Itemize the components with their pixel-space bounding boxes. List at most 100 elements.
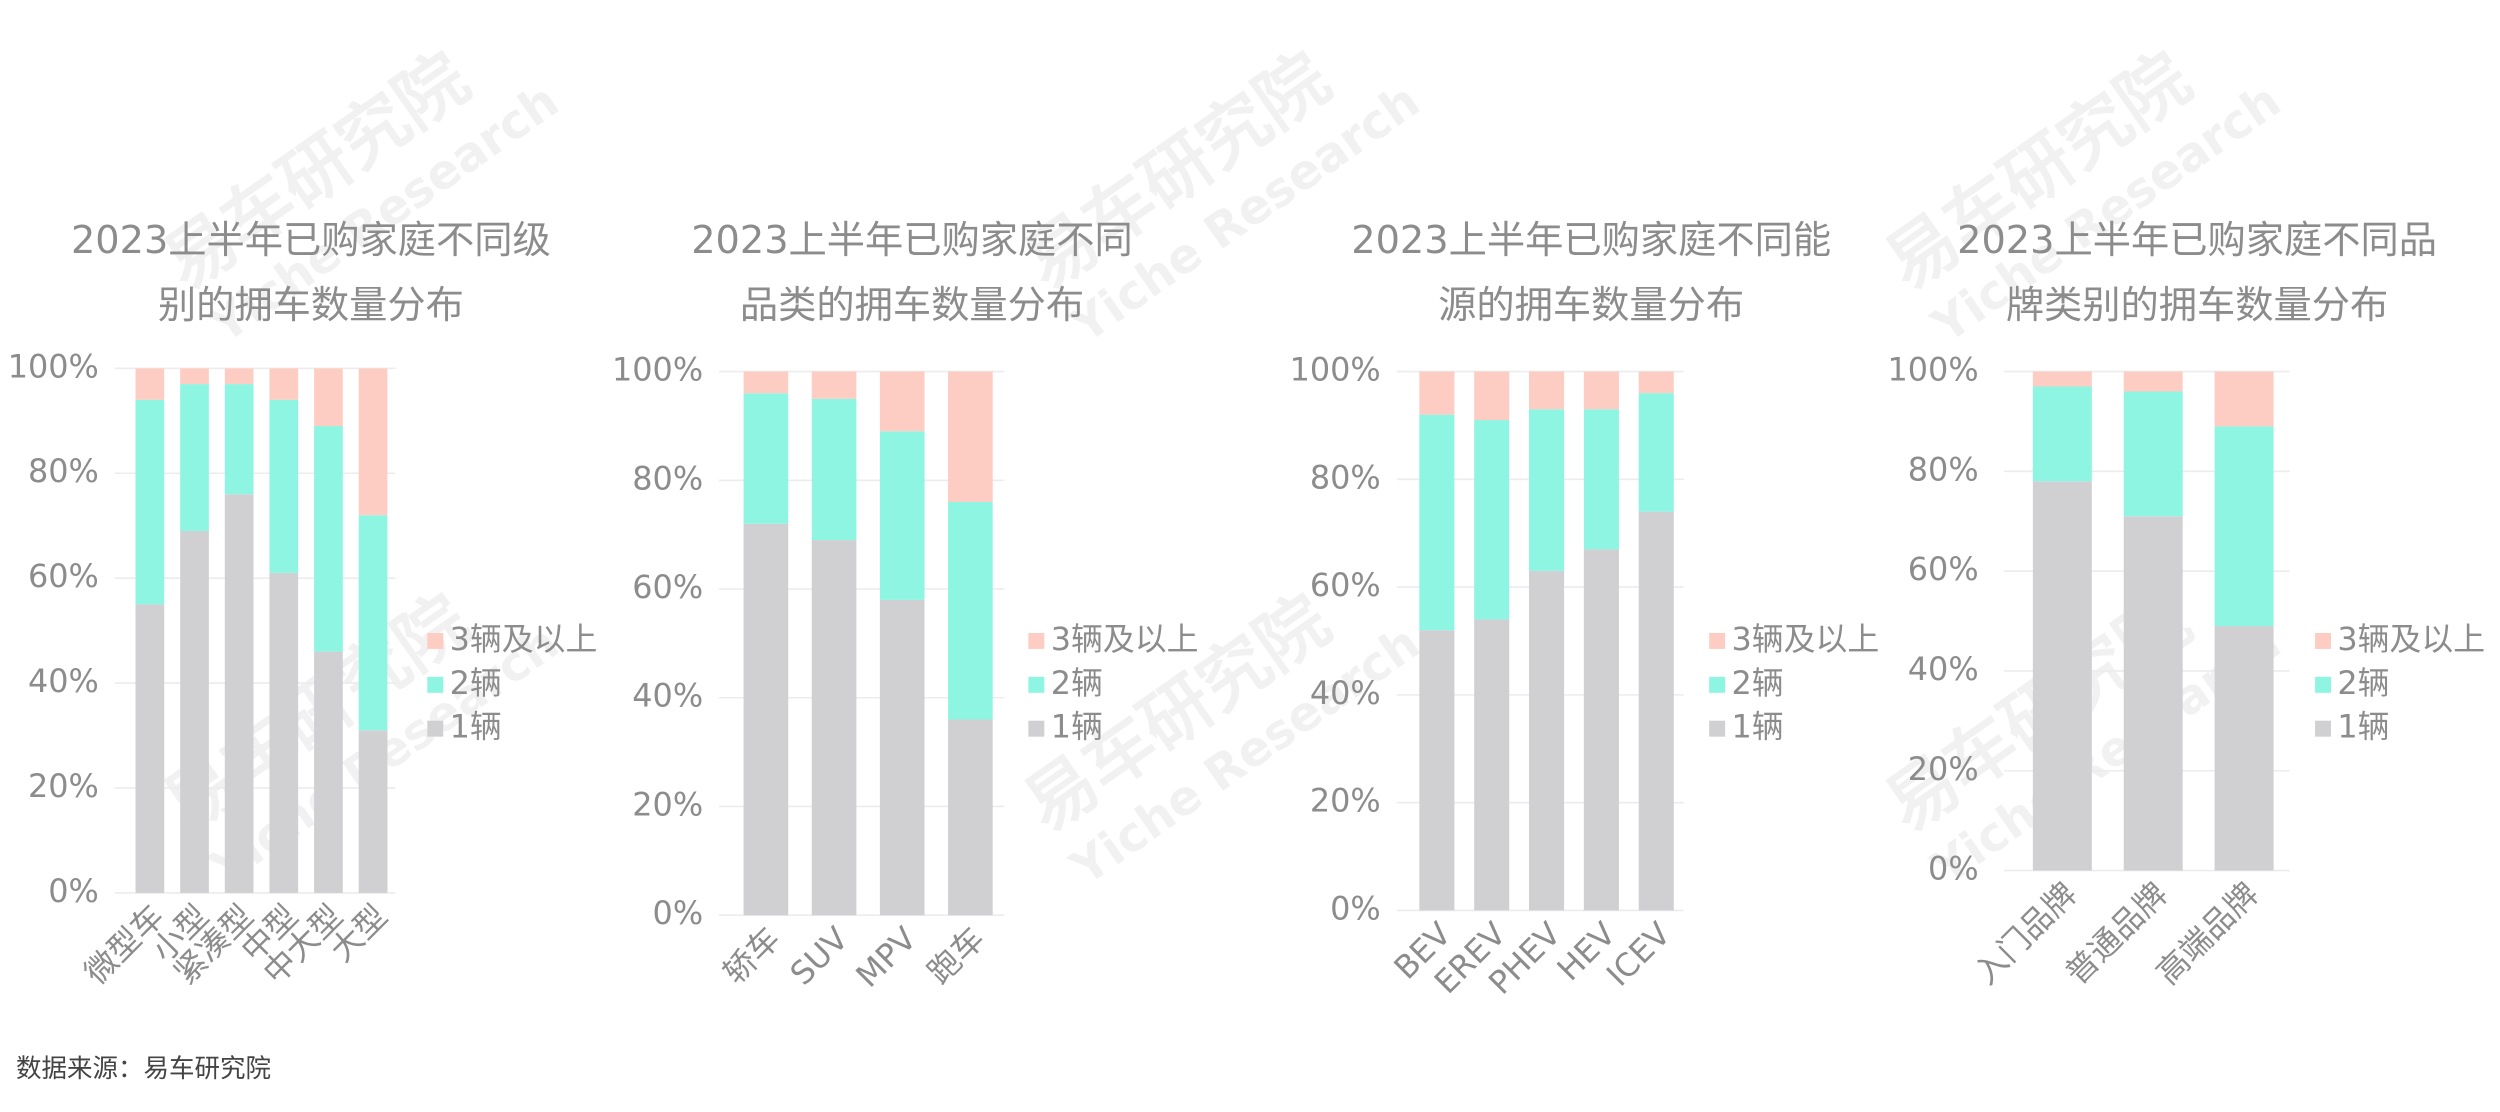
y-tick-label: 40% [1310, 674, 1381, 712]
chart-title: 源的拥车数量分布 [1438, 283, 1744, 328]
bar-segment [224, 494, 254, 893]
legend-swatch [2315, 720, 2331, 737]
y-tick-label: 100% [612, 351, 703, 389]
legend-label: 3辆及以上 [1051, 620, 1199, 658]
y-tick-label: 60% [1310, 566, 1381, 604]
legend-label: 2辆 [450, 664, 502, 702]
bar-segment [2123, 516, 2183, 871]
chart-title: 2023上半年已购家庭不同级 [71, 218, 551, 263]
bar-segment [811, 371, 857, 399]
bar-segment [1474, 619, 1510, 911]
y-tick-label: 80% [1310, 458, 1381, 496]
y-tick-label: 0% [48, 872, 99, 910]
bar-segment [743, 371, 789, 394]
bar-segment [2214, 426, 2274, 627]
x-tick-label: 轿车 [716, 919, 788, 991]
bar-segment [180, 368, 209, 385]
y-tick-label: 0% [653, 894, 704, 932]
bar-segment [948, 502, 993, 720]
bar-segment [1419, 630, 1455, 911]
legend-label: 2辆 [2337, 664, 2389, 702]
y-tick-label: 80% [28, 452, 99, 490]
legend-swatch [2315, 633, 2331, 649]
legend-label: 1辆 [1051, 708, 1103, 746]
legend-swatch [1028, 720, 1045, 737]
bar-segment [180, 530, 209, 893]
y-tick-label: 20% [1310, 782, 1381, 820]
bar-segment [2214, 626, 2274, 871]
bar-segment [224, 384, 254, 495]
legend-label: 3辆及以上 [1732, 620, 1880, 658]
legend-swatch [1709, 676, 1726, 693]
bar-segment [314, 426, 343, 652]
y-tick-label: 100% [1290, 351, 1381, 389]
y-tick-label: 60% [1908, 550, 1979, 588]
bar-segment [1583, 371, 1619, 410]
y-tick-label: 60% [632, 568, 703, 606]
x-tick-label: SUV [783, 919, 856, 992]
bar-segment [811, 398, 857, 541]
y-tick-label: 40% [28, 662, 99, 700]
bar-segment [314, 651, 343, 893]
legend-label: 3辆及以上 [450, 620, 598, 658]
bar-segment [2123, 371, 2183, 392]
y-tick-label: 20% [1908, 750, 1979, 788]
legend-swatch [1028, 633, 1045, 649]
y-tick-label: 20% [632, 785, 703, 823]
bar-segment [135, 604, 165, 893]
legend-label: 1辆 [450, 708, 502, 746]
bar-segment [1638, 371, 1674, 394]
bar-segment [1583, 409, 1619, 550]
y-tick-label: 40% [1908, 650, 1979, 688]
y-tick-label: 100% [8, 347, 99, 385]
bar-segment [1638, 511, 1674, 911]
chart-title: 别的拥车数量分布 [158, 283, 464, 328]
bar-segment [1638, 393, 1674, 512]
y-tick-label: 80% [1908, 450, 1979, 488]
y-tick-label: 80% [632, 459, 703, 497]
bar-segment [2032, 481, 2092, 871]
bar-segment [2032, 371, 2092, 387]
bar-segment [269, 399, 299, 573]
legend-label: 3辆及以上 [2337, 620, 2485, 658]
bar-segment [269, 572, 299, 893]
bar-segment [1474, 371, 1510, 421]
bar-segment [2214, 371, 2274, 427]
legend-swatch [1028, 676, 1045, 693]
chart-title: 2023上半年已购家庭不同能 [1351, 218, 1831, 263]
bar-segment [948, 371, 993, 503]
bar-segment [358, 730, 388, 893]
bar-segment [811, 540, 857, 916]
bar-segment [1583, 549, 1619, 911]
y-tick-label: 40% [632, 677, 703, 715]
legend-swatch [427, 633, 444, 649]
legend-label: 2辆 [1051, 664, 1103, 702]
bar-segment [358, 368, 388, 516]
chart-title: 品类的拥车数量分布 [740, 283, 1084, 328]
legend-swatch [1709, 720, 1726, 737]
bar-segment [743, 523, 789, 916]
x-tick-label: MPV [848, 919, 923, 994]
bar-segment [1529, 409, 1565, 571]
legend-swatch [1709, 633, 1726, 649]
chart-title: 牌类别的拥车数量分布 [2006, 283, 2389, 328]
bar-segment [135, 399, 165, 605]
legend-swatch [427, 676, 444, 693]
bar-segment [1529, 371, 1565, 410]
bar-segment [314, 368, 343, 427]
legend-label: 2辆 [1732, 664, 1784, 702]
y-tick-label: 20% [28, 767, 99, 805]
y-tick-label: 60% [28, 557, 99, 595]
bar-segment [135, 368, 165, 400]
x-tick-label: 跑车 [920, 919, 992, 991]
bar-segment [879, 371, 925, 432]
bar-segment [948, 719, 993, 916]
legend-swatch [427, 720, 444, 737]
x-tick-label: ICEV [1599, 915, 1678, 994]
legend-label: 1辆 [1732, 708, 1784, 746]
bar-segment [180, 384, 209, 531]
bar-segment [2032, 386, 2092, 482]
bar-segment [743, 393, 789, 524]
bar-segment [224, 368, 254, 385]
